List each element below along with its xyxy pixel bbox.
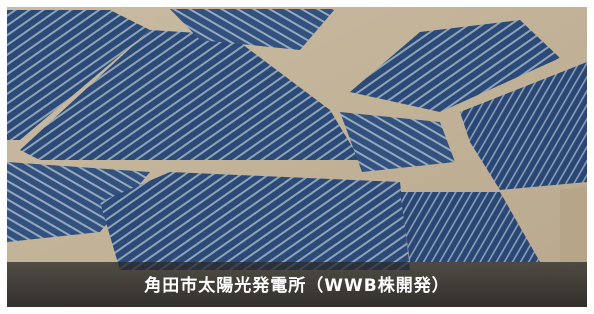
photo-frame: 角田市太陽光発電所（WWB株開発） [0, 0, 594, 314]
page: 角田市太陽光発電所（WWB株開発） (() => { const data = … [0, 0, 594, 314]
panel-field [100, 172, 410, 270]
caption: 角田市太陽光発電所（WWB株開発） [144, 275, 449, 296]
terrain [560, 186, 587, 262]
